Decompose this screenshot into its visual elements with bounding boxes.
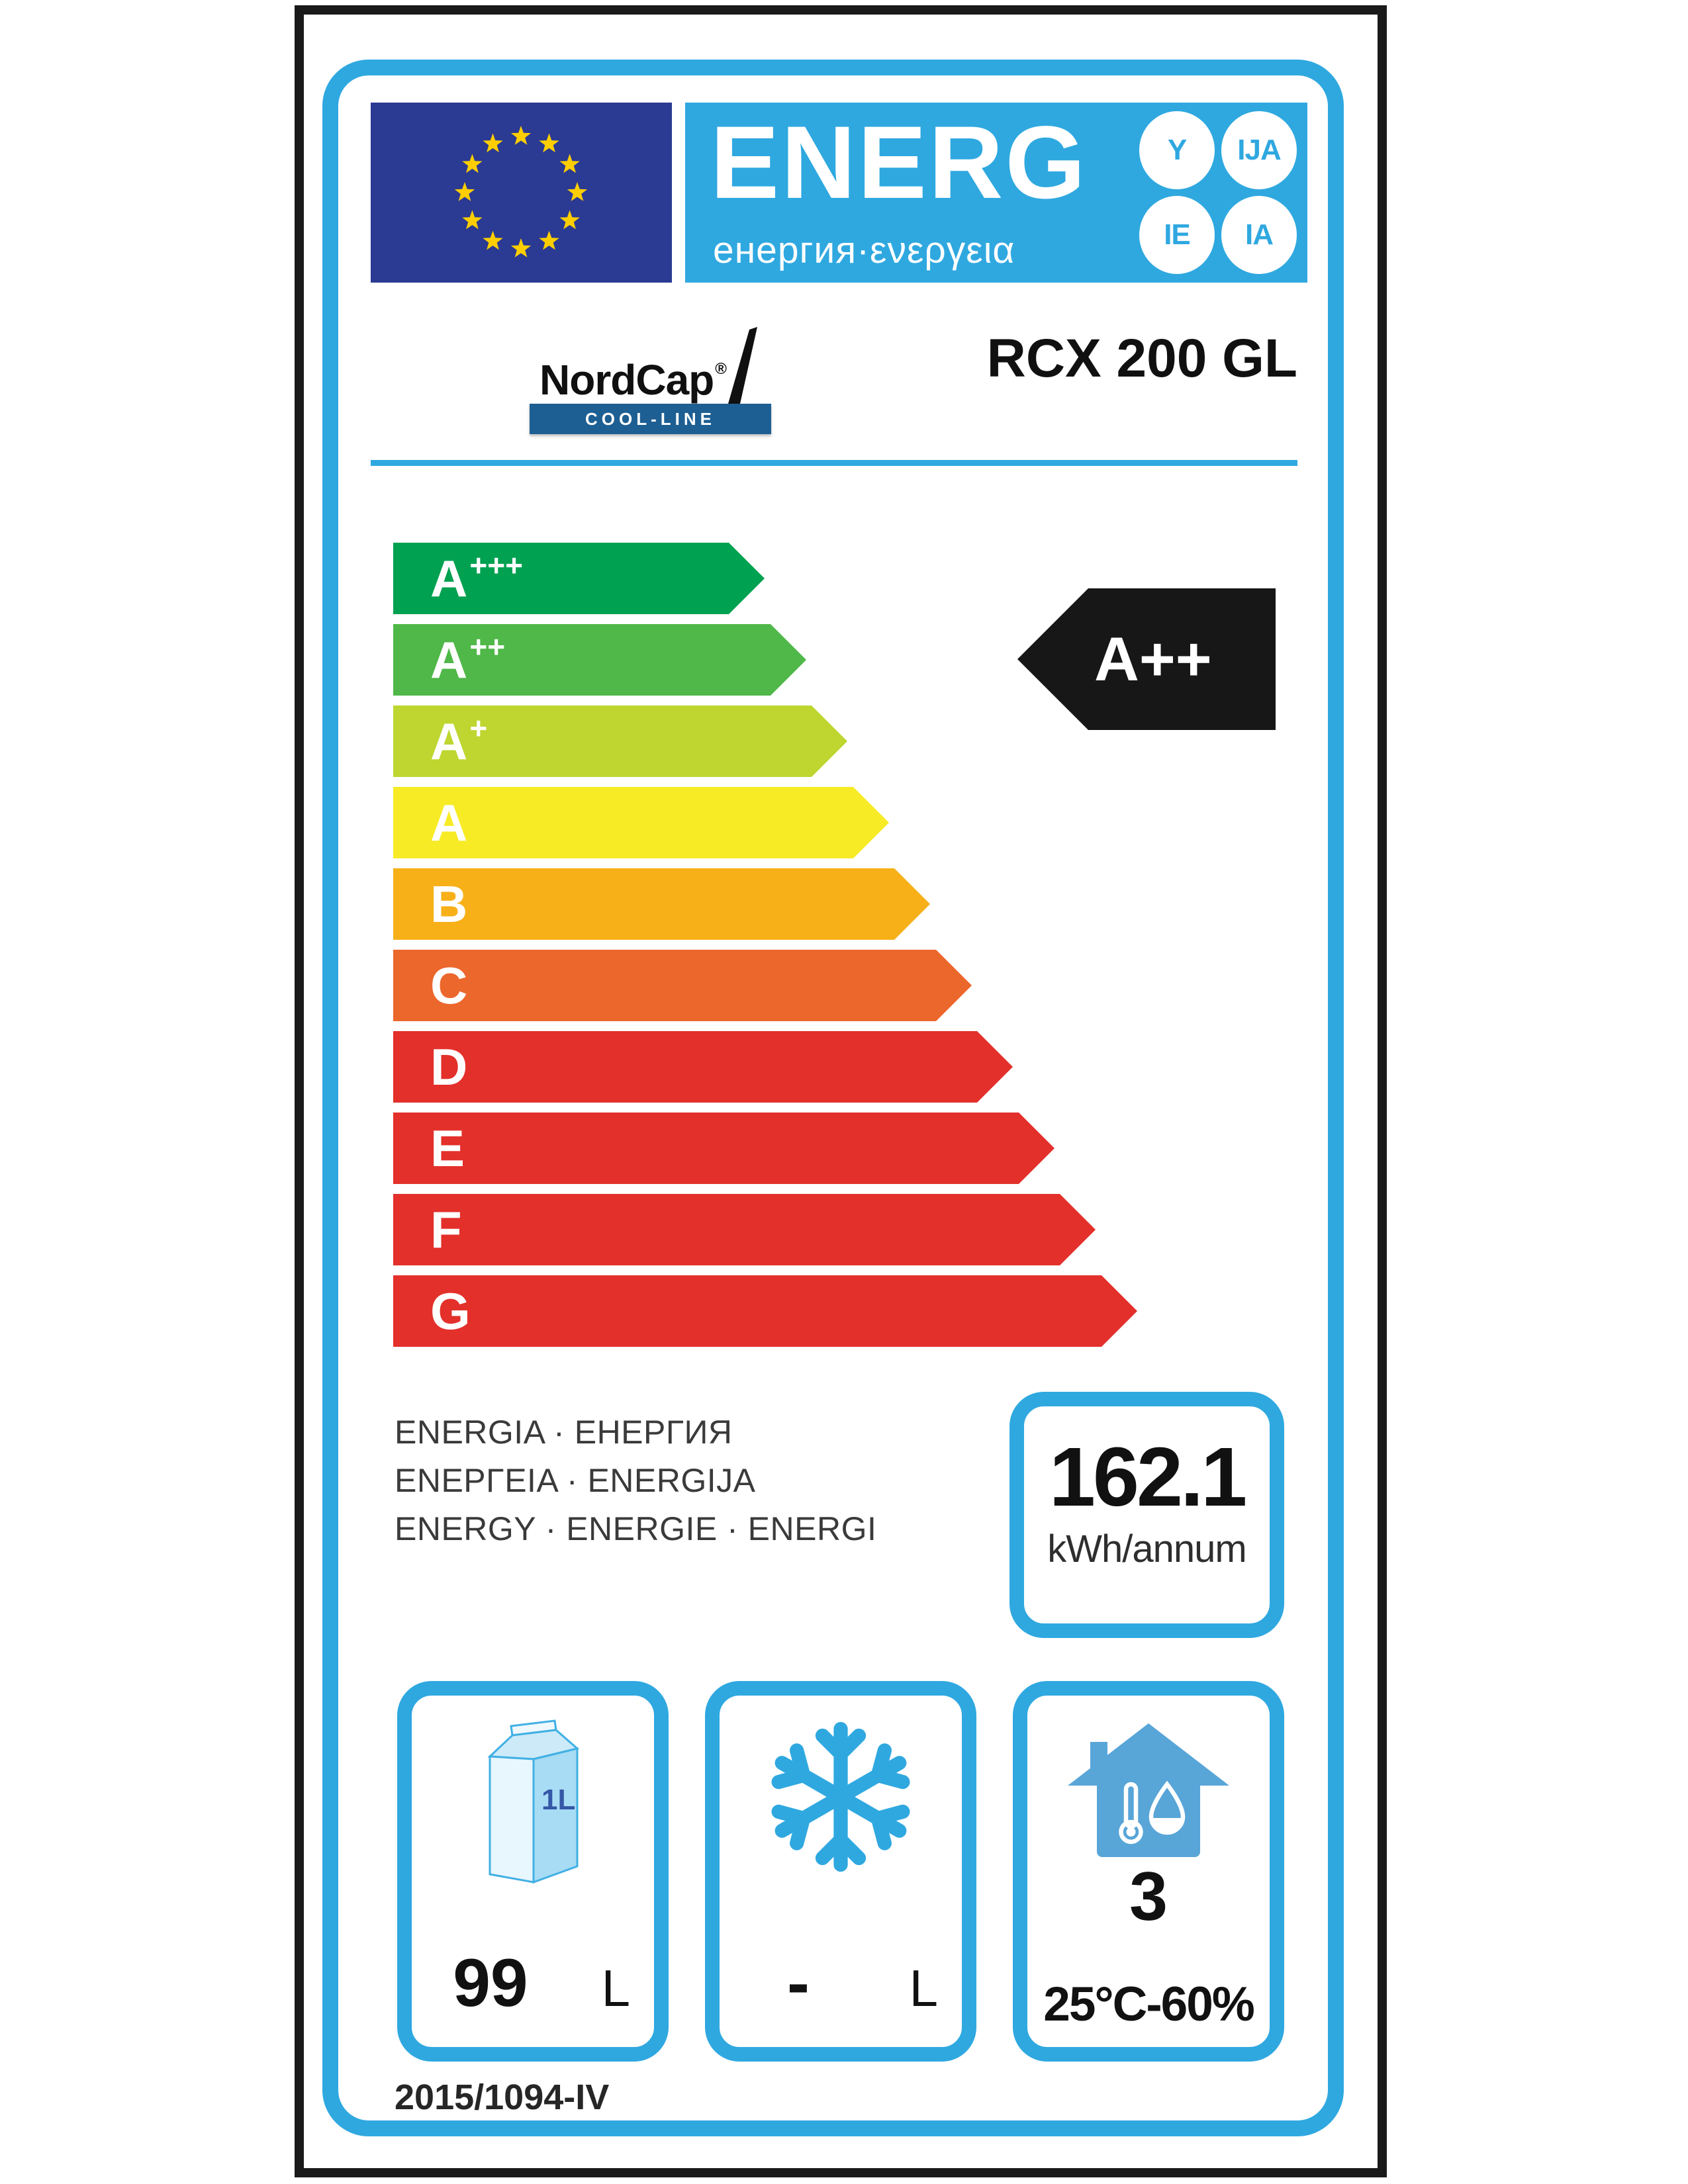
rating-bar-b: B	[393, 868, 930, 940]
energy-label: ENERG енергия·ενεργεια Y IJA IE IA NordCap …	[322, 60, 1344, 2136]
model-number: RCX 200 GL	[986, 328, 1297, 388]
energ-subtitle: енергия·ενεργεια	[713, 229, 1015, 271]
page-border: ENERG енергия·ενεργεια Y IJA IE IA NordCap …	[295, 5, 1387, 2177]
rating-letter: B	[430, 875, 468, 933]
rating-letter: A	[430, 712, 468, 770]
energ-title: ENERG	[710, 105, 1088, 220]
freezer-volume-unit: L	[909, 1959, 938, 2017]
fridge-volume-value: 99	[453, 1945, 528, 2021]
energy-words: ENERGIA · ЕНЕРГИЯ ΕΝΕΡΓΕΙΑ · ENERGIJA EN…	[395, 1408, 876, 1553]
freezer-volume-value: -	[786, 1945, 810, 2021]
carton-volume-text: 1L	[541, 1784, 575, 1816]
brand-name: NordCap	[539, 356, 714, 404]
coolline-label: COOL-LINE	[585, 408, 716, 429]
milk-carton-icon: 1L	[487, 1719, 580, 1884]
fridge-volume-box: 1L 99 L	[397, 1681, 669, 2062]
rating-letter-sup: +	[469, 711, 488, 745]
rating-letter-sup: +++	[469, 548, 523, 582]
rating-bar-a: A	[393, 787, 889, 858]
rating-bar-a++: A ++	[393, 624, 806, 696]
language-circle: IE	[1139, 196, 1215, 274]
freezer-volume-box: - L	[705, 1681, 976, 2062]
rating-letter: D	[430, 1038, 468, 1096]
energy-unit: kWh/annum	[1047, 1527, 1246, 1570]
climate-class-value: 3	[1129, 1858, 1168, 1935]
rating-bar-c: C	[393, 950, 972, 1021]
brand-checkmark-icon	[727, 327, 757, 404]
language-circles: Y IJA IE IA	[1139, 111, 1297, 274]
registered-mark: ®	[715, 360, 727, 378]
rating-letter: A	[430, 549, 468, 608]
rating-letter-sup: ++	[469, 629, 506, 664]
snowflake-icon	[771, 1721, 910, 1872]
language-circle: Y	[1139, 111, 1215, 189]
energy-words-line: ΕΝΕΡΓΕΙΑ · ENERGIJA	[395, 1462, 756, 1499]
rating-bar-a+: A +	[393, 705, 847, 777]
rating-letter: A	[430, 631, 468, 689]
regulation-number: 2015/1094-IV	[395, 2077, 610, 2117]
selected-rating-label: A++	[1094, 624, 1212, 694]
fridge-volume-unit: L	[601, 1959, 630, 2017]
eu-flag-icon	[371, 103, 672, 283]
rating-scale: A +++ A ++ A + A B C D E F G	[393, 543, 1274, 1360]
energy-value: 162.1	[1049, 1430, 1247, 1524]
rating-letter: F	[430, 1201, 462, 1259]
language-circle: IA	[1221, 196, 1297, 274]
brand-logo: NordCap ®	[530, 311, 771, 404]
rating-letter: A	[430, 794, 468, 852]
rating-letter: E	[430, 1119, 465, 1177]
energ-logo: ENERG енергия·ενεργεια Y IJA IE IA	[685, 103, 1307, 283]
climate-class-box: 3 25°C-60%	[1013, 1681, 1284, 2062]
coolline-bar: COOL-LINE	[530, 404, 771, 434]
language-circle: IJA	[1221, 111, 1297, 189]
header-separator-line	[371, 460, 1297, 466]
house-humidity-icon	[1068, 1723, 1229, 1857]
rating-letter: C	[430, 956, 468, 1015]
rating-letter: G	[430, 1282, 471, 1340]
rating-bar-g: G	[393, 1275, 1137, 1347]
rating-bar-e: E	[393, 1113, 1055, 1184]
rating-bar-f: F	[393, 1194, 1096, 1265]
energy-consumption-box: 162.1 kWh/annum	[1009, 1392, 1284, 1638]
rating-bar-d: D	[393, 1031, 1013, 1103]
energy-words-line: ENERGIA · ЕНЕРГИЯ	[395, 1414, 733, 1451]
energy-words-line: ENERGY · ENERGIE · ENERGI	[395, 1510, 877, 1547]
rating-bar-a+++: A +++	[393, 543, 765, 614]
climate-condition: 25°C-60%	[1043, 1978, 1255, 2031]
